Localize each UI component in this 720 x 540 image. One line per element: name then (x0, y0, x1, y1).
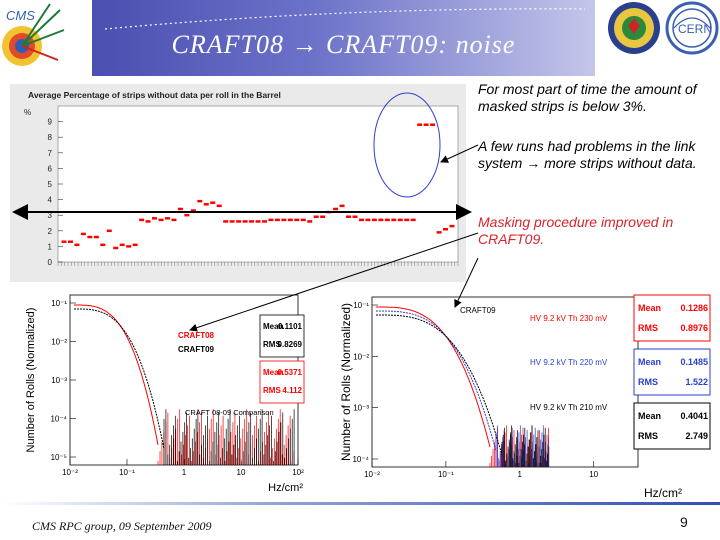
y-tick-label: 10⁻⁵ (51, 453, 67, 462)
legend-craft08: CRAFT08 (178, 331, 215, 340)
legend-series: HV 9.2 kV Th 220 mV (530, 358, 608, 367)
page-title: CRAFT08 → CRAFT09: noise (171, 30, 516, 59)
institute-logos: CERN (600, 0, 720, 76)
x-axis-label: Hz/cm² (644, 486, 682, 500)
svg-text:CERN: CERN (678, 22, 712, 36)
y-tick-label: 10⁻⁴ (50, 415, 67, 424)
x-tick-label: 10 (589, 470, 598, 479)
series-line (74, 308, 165, 450)
y-tick-label: 7 (48, 149, 53, 158)
stats-mean-value: 0.1485 (680, 357, 708, 367)
y-tick-label: 1 (48, 242, 53, 251)
y-tick-label: 10⁻² (353, 352, 369, 361)
y-tick-label: 10⁻² (51, 338, 67, 347)
x-tick-label: 10⁻² (364, 470, 380, 479)
x-tick-label: 10⁻¹ (119, 468, 135, 477)
masked-strips-plot: Average Percentage of strips without dat… (24, 90, 459, 267)
craft-comparison-plot: 10⁻¹ 10⁻² 10⁻³ 10⁻⁴ 10⁻⁵ 10⁻² 10⁻¹ 1 10 10² Hz/cm²… (25, 294, 305, 494)
craft-comparison-chart: 10⁻¹ 10⁻² 10⁻³ 10⁻⁴ 10⁻⁵ 10⁻² 10⁻¹ 1 10 10² Hz/cm²… (8, 285, 306, 497)
stats-rms-label: RMS (638, 323, 658, 333)
y-tick-label: 4 (48, 196, 53, 205)
series-line (376, 314, 503, 456)
x-tick-label: 1 (182, 468, 187, 477)
footer-text: CMS RPC group, 09 September 2009 (32, 519, 212, 533)
y-tick-label: 9 (48, 118, 53, 127)
y-tick-label: 5 (48, 180, 53, 189)
y-tick-label: 8 (48, 133, 53, 142)
legend-craft09: CRAFT09 (178, 345, 215, 354)
pointer-arrow-right-plot (454, 257, 479, 308)
annotation-label: CRAFT09 (460, 306, 496, 315)
cms-logo-icon: CMS (0, 0, 66, 66)
series-line (376, 306, 491, 448)
y-tick-label: 10⁻⁴ (352, 455, 369, 464)
stats-box (259, 314, 305, 358)
masked-strips-chart: Average Percentage of strips without dat… (10, 84, 466, 282)
bullet-masked-strips: For most part of time the amount of mask… (478, 81, 697, 114)
bullet-masking-improved: Masking procedure improved in CRAFT09. (478, 214, 674, 247)
craft09-threshold-plot: 10⁻¹ 10⁻² 10⁻³ 10⁻⁴ 10⁻² 10⁻¹ 1 10 Hz/cm² Number … (339, 294, 711, 500)
banner-dotted-arc (105, 8, 585, 30)
y-axis-label: Number of Rolls (Normalized) (340, 303, 353, 461)
x-tick-label: 10² (292, 468, 304, 477)
stats-mean-label: Mean (638, 357, 661, 367)
y-tick-label: 10⁻¹ (353, 301, 369, 310)
stats-rms-value: 0.8976 (680, 323, 708, 333)
stats-mean-value: 0.5371 (278, 368, 303, 377)
stats-rms-value: 1.522 (685, 377, 708, 387)
x-tick-label: 10⁻¹ (438, 470, 454, 479)
footer-line (0, 502, 720, 505)
stats-rms-label: RMS (263, 340, 281, 349)
series-line (376, 310, 497, 452)
x-axis-label: Hz/cm² (268, 482, 303, 494)
y-tick-label: 6 (48, 164, 53, 173)
stats-rms-value: 2.749 (685, 431, 708, 441)
y-tick-label: 10⁻³ (353, 404, 369, 413)
stats-box (633, 348, 711, 396)
pointer-arrow-bullet (440, 144, 479, 163)
page-number: 9 (680, 514, 688, 530)
stats-rms-label: RMS (263, 386, 281, 395)
y-tick-label: 10⁻³ (51, 376, 67, 385)
series-tail (163, 409, 295, 465)
stats-mean-value: 0.4041 (680, 411, 708, 421)
chart-title: Average Percentage of strips without dat… (28, 90, 281, 100)
stats-rms-value: 4.112 (282, 386, 302, 395)
stats-rms-label: RMS (638, 377, 658, 387)
y-tick-label: 10⁻¹ (51, 299, 67, 308)
stats-mean-value: 0.1101 (278, 322, 303, 331)
plot-area (57, 105, 459, 263)
stats-mean-label: Mean (263, 322, 284, 331)
title-banner (92, 0, 595, 76)
craft09-threshold-chart: 10⁻¹ 10⁻² 10⁻³ 10⁻⁴ 10⁻² 10⁻¹ 1 10 Hz/cm² Number … (339, 285, 720, 500)
anomaly-ellipse (373, 92, 441, 198)
bullet-link-problems: A few runs had problems in the link syst… (478, 138, 697, 171)
stats-box (259, 360, 305, 404)
legend-series: HV 9.2 kV Th 210 mV (530, 403, 608, 412)
y-tick-label: 0 (48, 258, 53, 267)
stats-mean-label: Mean (263, 368, 284, 377)
y-axis-label: % (24, 108, 31, 117)
x-tick-label: 10⁻² (62, 468, 78, 477)
x-tick-label: 1 (518, 470, 523, 479)
stats-rms-label: RMS (638, 431, 658, 441)
legend-series: HV 9.2 kV Th 230 mV (530, 314, 608, 323)
y-axis-label: Number of Rolls (Normalized) (25, 308, 37, 453)
stats-mean-label: Mean (638, 303, 661, 313)
stats-mean-label: Mean (638, 411, 661, 421)
series-tail (501, 425, 550, 467)
pointer-arrow-left-plot (189, 232, 479, 332)
stats-rms-value: 0.8269 (278, 340, 303, 349)
x-tick-label: 10 (237, 468, 246, 477)
series-line (74, 304, 159, 446)
stats-box (633, 294, 711, 342)
annotation-label: CRAFT 08-09 Comparison (185, 408, 274, 417)
stats-box (633, 402, 711, 450)
y-tick-label: 2 (48, 227, 53, 236)
stats-mean-value: 0.1286 (680, 303, 708, 313)
svg-text:CMS: CMS (6, 8, 35, 23)
